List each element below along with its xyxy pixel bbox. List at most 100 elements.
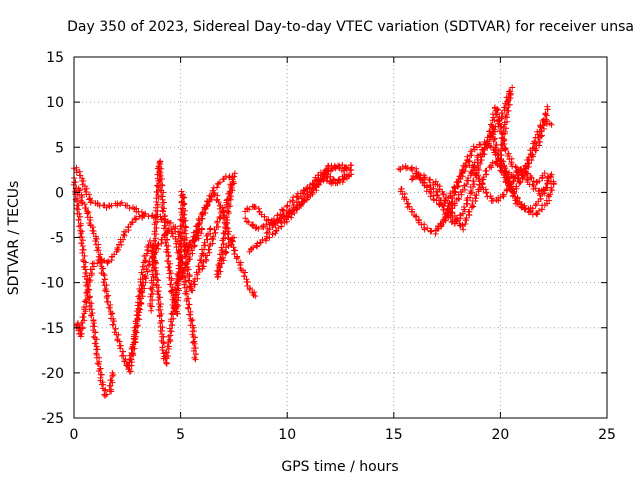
- data-point: [94, 360, 101, 367]
- data-point: [167, 328, 174, 335]
- data-point: [152, 214, 159, 221]
- data-point: [442, 197, 449, 204]
- data-point: [103, 391, 110, 398]
- data-point: [160, 215, 167, 222]
- data-point: [154, 218, 161, 225]
- y-tick-label: 5: [55, 140, 64, 156]
- data-point: [502, 113, 509, 120]
- data-point: [470, 183, 477, 190]
- data-point: [178, 188, 185, 195]
- data-point: [215, 198, 222, 205]
- data-point: [77, 230, 84, 237]
- data-point: [149, 290, 156, 297]
- data-point: [492, 145, 499, 152]
- data-point: [212, 229, 219, 236]
- data-point: [107, 377, 114, 384]
- data-point: [548, 121, 555, 128]
- data-point: [408, 165, 415, 172]
- data-point: [183, 297, 190, 304]
- data-point: [503, 104, 510, 111]
- data-point: [188, 285, 195, 292]
- y-tick-label: -15: [41, 321, 64, 337]
- data-point: [147, 300, 154, 307]
- data-point: [222, 248, 229, 255]
- data-point: [202, 210, 209, 217]
- data-point: [484, 193, 491, 200]
- data-point: [448, 210, 455, 217]
- data-point: [499, 168, 506, 175]
- data-point: [138, 269, 145, 276]
- data-point: [159, 182, 166, 189]
- data-point: [528, 174, 535, 181]
- y-tick-label: -10: [41, 276, 64, 292]
- data-point: [107, 382, 114, 389]
- data-point: [252, 293, 259, 300]
- data-point: [250, 244, 257, 251]
- data-point: [136, 292, 143, 299]
- series-sat-q: [408, 158, 555, 233]
- data-point: [82, 259, 89, 266]
- data-point: [195, 221, 202, 228]
- data-point: [246, 286, 253, 293]
- data-point: [146, 258, 153, 265]
- data-point: [544, 103, 551, 110]
- data-point: [154, 188, 161, 195]
- series-sat-r: [488, 103, 551, 195]
- data-point: [86, 196, 93, 203]
- x-tick-label: 5: [176, 427, 185, 443]
- data-point: [533, 211, 540, 218]
- data-point: [177, 216, 184, 223]
- series-sat-h: [199, 170, 238, 281]
- data-point: [207, 225, 214, 232]
- data-point: [252, 225, 259, 232]
- data-point: [330, 177, 337, 184]
- grid-lines: [74, 57, 607, 418]
- data-point: [154, 288, 161, 295]
- data-point: [175, 262, 182, 269]
- data-point: [177, 259, 184, 266]
- data-point: [76, 223, 83, 230]
- series-sat-b: [70, 174, 117, 399]
- data-point: [427, 193, 434, 200]
- data-point: [167, 337, 174, 344]
- data-point: [192, 232, 199, 239]
- data-point: [92, 238, 99, 245]
- data-point: [409, 167, 416, 174]
- data-point: [501, 121, 508, 128]
- data-point: [165, 333, 172, 340]
- data-point: [105, 304, 112, 311]
- data-point: [83, 290, 90, 297]
- data-point: [283, 203, 290, 210]
- data-point: [154, 201, 161, 208]
- data-point: [169, 289, 176, 296]
- data-point: [532, 185, 539, 192]
- data-point: [142, 210, 149, 217]
- data-point: [162, 219, 169, 226]
- data-point: [101, 276, 108, 283]
- data-point: [162, 232, 169, 239]
- data-point: [153, 211, 160, 218]
- data-point: [403, 196, 410, 203]
- data-point: [532, 145, 539, 152]
- data-point: [132, 329, 139, 336]
- data-point: [230, 234, 237, 241]
- data-point: [133, 215, 140, 222]
- data-point: [147, 293, 154, 300]
- data-point: [269, 231, 276, 238]
- data-point: [102, 387, 109, 394]
- data-point: [249, 222, 256, 229]
- data-point: [130, 335, 137, 342]
- data-point: [168, 288, 175, 295]
- data-point: [81, 252, 88, 259]
- data-point: [454, 183, 461, 190]
- data-point: [170, 294, 177, 301]
- data-point: [242, 269, 249, 276]
- data-point: [348, 171, 355, 178]
- data-point: [470, 178, 477, 185]
- data-point: [114, 200, 121, 207]
- data-point: [77, 187, 84, 194]
- data-point: [163, 349, 170, 356]
- data-point: [121, 358, 128, 365]
- data-point: [159, 324, 166, 331]
- data-point: [74, 202, 81, 209]
